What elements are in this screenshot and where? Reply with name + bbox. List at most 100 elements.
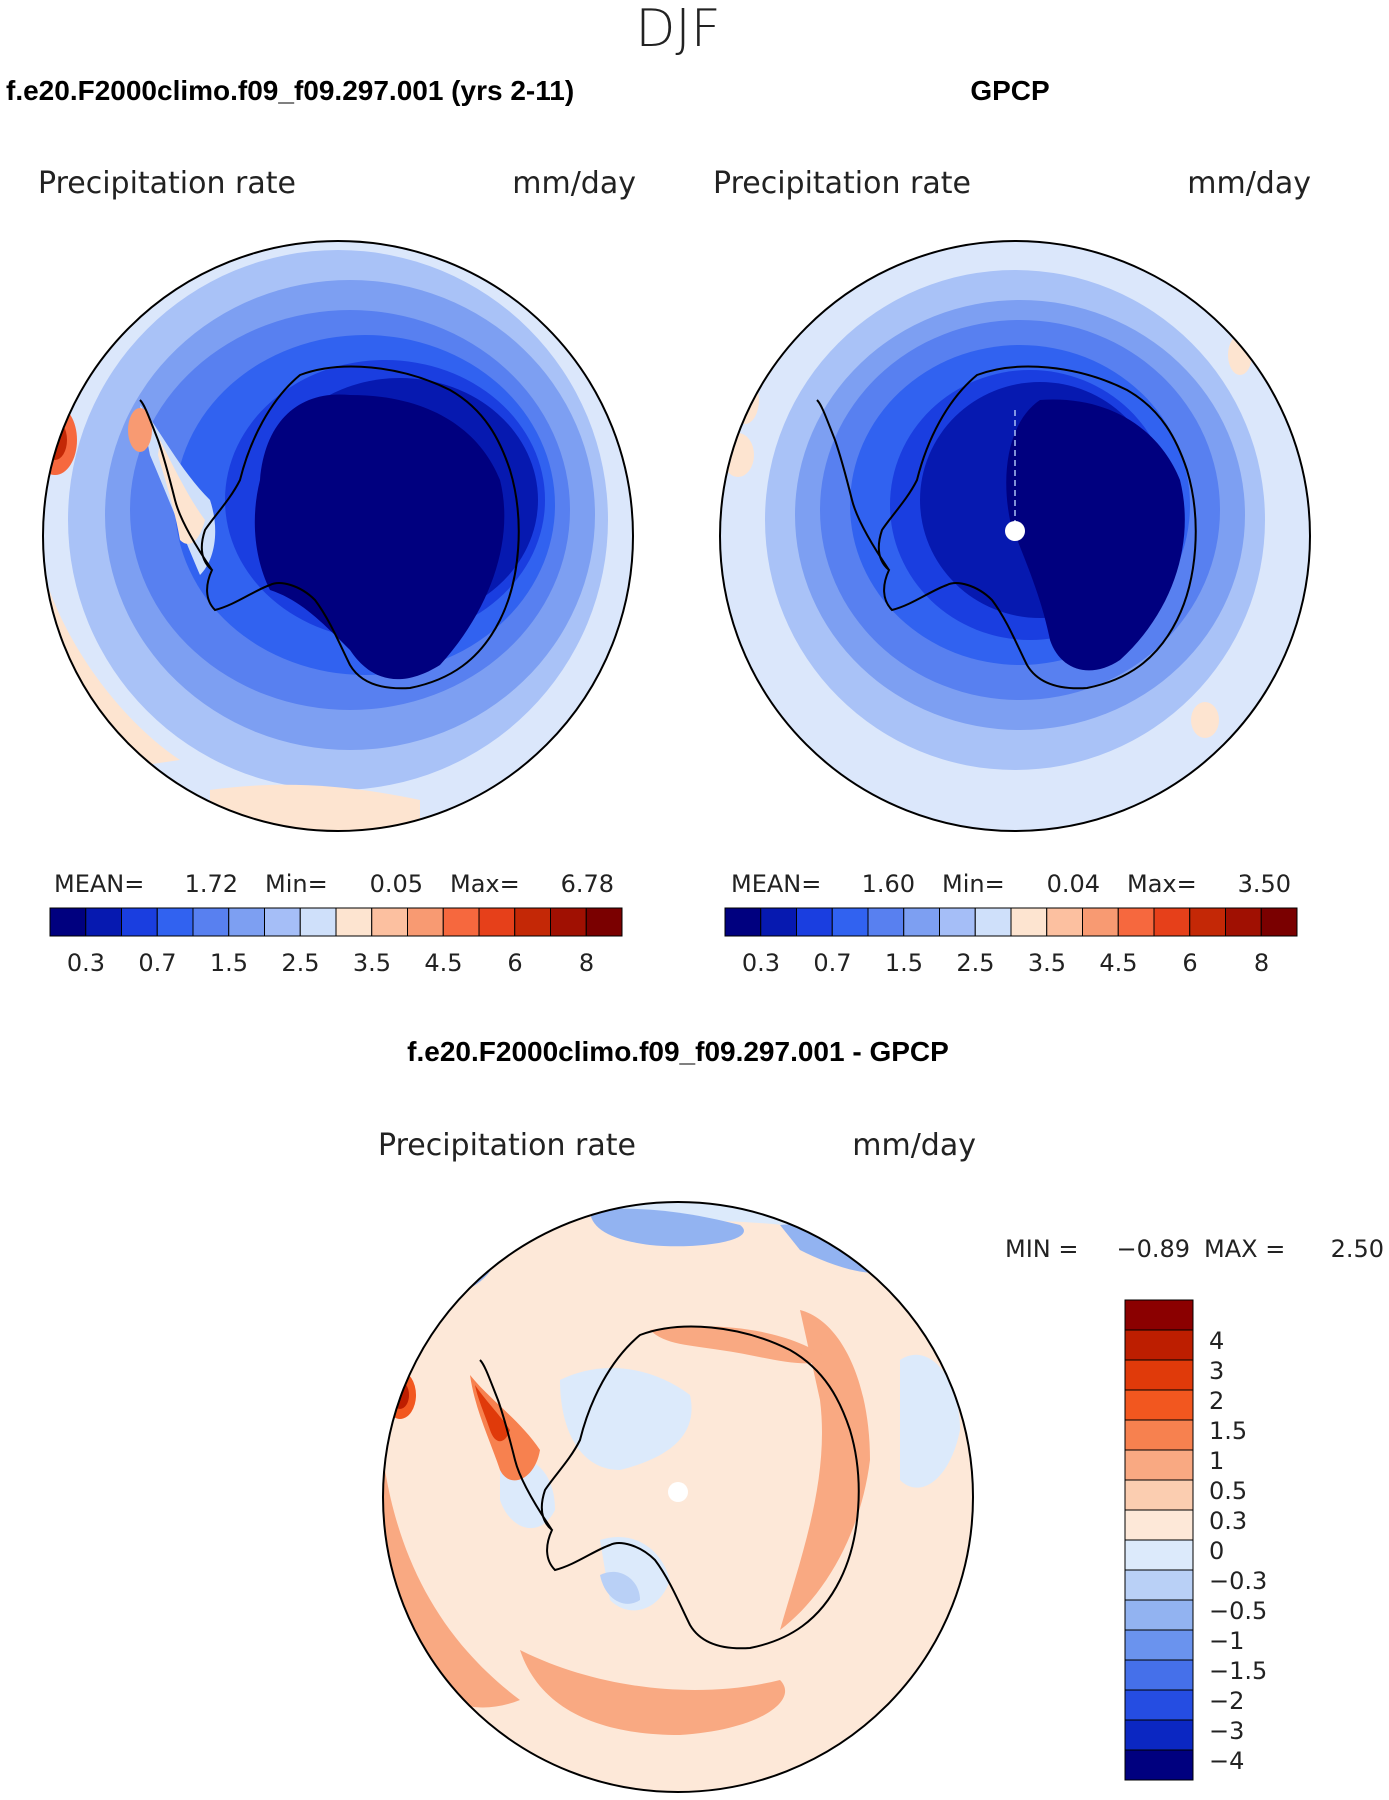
colorbar-tick-label: 2 [1209, 1387, 1224, 1415]
colorbar-swatch [1124, 1719, 1194, 1751]
panel-title-obs: GPCP [970, 75, 1049, 106]
max-label-diff: MAX = [1204, 1235, 1285, 1263]
colorbar-tick-label: 1.5 [1209, 1417, 1247, 1445]
max-label-obs: Max= [1127, 870, 1197, 898]
pole-marker [668, 1482, 688, 1502]
colorbar-swatch [1124, 1329, 1194, 1361]
colorbar-swatch [1124, 1419, 1194, 1451]
colorbar-swatch [49, 907, 87, 937]
antarctic-interior [1006, 399, 1185, 671]
colorbar-tick-label: 1.5 [885, 949, 923, 977]
antarctica-coastline [479, 1325, 860, 1650]
colorbar-swatch [514, 907, 551, 937]
colorbar-swatch [903, 907, 940, 937]
colorbar-tick-label: 3 [1209, 1357, 1224, 1385]
colorbar-swatch [1260, 907, 1298, 937]
positive-region [520, 1650, 786, 1735]
colorbar-tick-label: 6 [507, 949, 522, 977]
colorbar-tick-label: −1 [1209, 1627, 1244, 1655]
season-title: DJF [635, 0, 720, 59]
colorbar-swatch [724, 907, 762, 937]
antarctica-coastline [139, 365, 520, 690]
positive-region [384, 1371, 416, 1419]
colorbar-tick-label: 4.5 [424, 949, 462, 977]
colorbar-swatch [156, 907, 194, 937]
colorbar-tick-label: 4 [1209, 1327, 1224, 1355]
colorbar-swatch [299, 907, 337, 937]
colorbar-tick-label: −2 [1209, 1687, 1244, 1715]
colorbar-swatch [478, 907, 516, 937]
colorbar-tick-label: 0.3 [1209, 1507, 1247, 1535]
colorbar-ticks-diff: 4 3 2 1.5 1 0.5 0.3 0 −0.3 −0.5 −1 −1.5 … [1209, 1327, 1267, 1775]
mean-value-model: 1.72 [185, 870, 238, 898]
colorbar-diff [1124, 1299, 1194, 1781]
min-value-diff: −0.89 [1116, 1235, 1190, 1263]
warm-band [128, 408, 152, 452]
mean-label-model: MEAN= [54, 870, 144, 898]
colorbar-swatch [760, 907, 797, 937]
colorbar-swatch [1153, 907, 1191, 937]
colorbar-swatch [264, 907, 301, 937]
map-model [42, 240, 634, 832]
colorbar-swatch [228, 907, 265, 937]
colorbar-tick-label: 6 [1182, 949, 1197, 977]
colorbar-swatch [1124, 1689, 1194, 1721]
map-obs [719, 240, 1311, 832]
colorbar-tick-label: −4 [1209, 1747, 1244, 1775]
map-outline [42, 240, 634, 832]
colorbar-swatch [1124, 1599, 1194, 1631]
colorbar-tick-label: 2.5 [281, 949, 319, 977]
colorbar-swatch [1225, 907, 1262, 937]
negative-region [560, 1368, 692, 1470]
colorbar-tick-label: 8 [579, 949, 594, 977]
colorbar-tick-label: −0.3 [1209, 1567, 1267, 1595]
map-outline [719, 240, 1311, 832]
colorbar-swatch [1124, 1359, 1194, 1391]
max-value-model: 6.78 [561, 870, 614, 898]
colorbar-swatch [867, 907, 905, 937]
colorbar-swatch [442, 907, 480, 937]
antarctica-coastline [816, 365, 1197, 690]
colorbar-ticks-model: 0.3 0.7 1.5 2.5 3.5 4.5 6 8 [67, 949, 594, 977]
positive-region [650, 1326, 830, 1364]
antarctic-interior [254, 394, 505, 680]
colorbar-swatch [1082, 907, 1119, 937]
variable-label-diff: Precipitation rate [378, 1128, 636, 1163]
colorbar-tick-label: 4.5 [1099, 949, 1137, 977]
colorbar-swatch [1124, 1299, 1194, 1331]
colorbar-tick-label: 3.5 [353, 949, 391, 977]
min-value-model: 0.05 [370, 870, 423, 898]
colorbar-tick-label: 8 [1254, 949, 1269, 977]
variable-label-obs: Precipitation rate [713, 166, 971, 201]
colorbar-swatch [192, 907, 230, 937]
colorbar-obs [724, 907, 1298, 937]
mean-label-obs: MEAN= [731, 870, 821, 898]
units-label-diff: mm/day [852, 1128, 976, 1163]
variable-label-model: Precipitation rate [38, 166, 296, 201]
colorbar-swatch [1124, 1629, 1194, 1661]
colorbar-tick-label: −0.5 [1209, 1597, 1267, 1625]
colorbar-swatch [1124, 1479, 1194, 1511]
colorbar-swatch [1124, 1509, 1194, 1541]
colorbar-tick-label: −1.5 [1209, 1657, 1267, 1685]
colorbar-swatch [1117, 907, 1155, 937]
max-value-obs: 3.50 [1238, 870, 1291, 898]
colorbar-swatch [371, 907, 408, 937]
negative-region [590, 1208, 744, 1247]
colorbar-swatch [1124, 1569, 1194, 1601]
colorbar-swatch [121, 907, 158, 937]
colorbar-tick-label: 1.5 [210, 949, 248, 977]
pole-marker [1005, 521, 1025, 541]
colorbar-swatch [1124, 1449, 1194, 1481]
colorbar-swatch [550, 907, 587, 937]
min-label-diff: MIN = [1005, 1235, 1078, 1263]
colorbar-tick-label: 0.7 [138, 949, 176, 977]
colorbar-model [49, 907, 623, 937]
colorbar-tick-label: 1 [1209, 1447, 1224, 1475]
colorbar-swatch [1010, 907, 1048, 937]
warm-band [1191, 702, 1219, 738]
colorbar-swatch [1124, 1749, 1194, 1781]
colorbar-swatch [1189, 907, 1226, 937]
colorbar-swatch [335, 907, 373, 937]
